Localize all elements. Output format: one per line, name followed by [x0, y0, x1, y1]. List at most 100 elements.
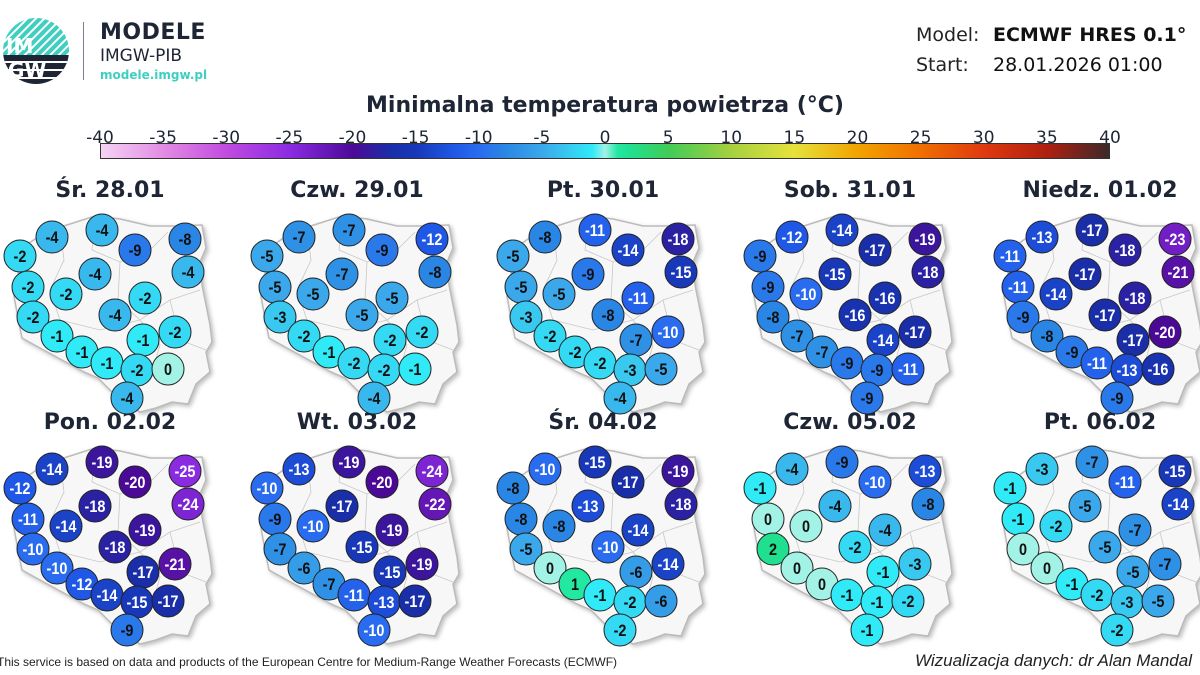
station-temperature: -18 — [668, 231, 689, 249]
station-temperature: -4 — [786, 461, 799, 479]
station-temperature: -12 — [782, 229, 803, 247]
station-marker: -5 — [504, 270, 538, 304]
station-marker: -7 — [1148, 547, 1182, 581]
map-date-title: Pt. 06.02 — [1043, 410, 1157, 435]
station-circle — [1006, 300, 1040, 334]
station-marker: -5 — [250, 239, 284, 273]
station-temperature: -8 — [179, 231, 192, 249]
station-temperature: -3 — [1036, 461, 1049, 479]
station-circle — [98, 530, 132, 564]
station-temperature: -11 — [1000, 248, 1020, 266]
station-marker: -4 — [818, 489, 852, 523]
station-circle — [1141, 352, 1175, 386]
station-marker: -7 — [263, 532, 297, 566]
station-marker: -22 — [418, 487, 452, 521]
station-temperature: -2 — [14, 248, 27, 266]
station-marker: -12 — [415, 222, 449, 256]
station-circle — [533, 551, 567, 585]
brand-url-link[interactable]: modele.imgw.pl — [100, 68, 208, 82]
station-circle — [168, 454, 202, 488]
station-marker: -4 — [78, 257, 112, 291]
station-circle — [1161, 255, 1195, 289]
start-value: 28.01.2026 01:00 — [993, 54, 1163, 76]
station-marker: -8 — [168, 222, 202, 256]
station-circle — [891, 352, 925, 386]
station-marker: -2 — [49, 277, 83, 311]
station-marker: -5 — [375, 281, 409, 315]
station-marker: -8 — [528, 220, 562, 254]
station-temperature: -5 — [1099, 539, 1112, 557]
station-circle — [858, 233, 892, 267]
station-circle — [16, 532, 50, 566]
station-marker: -2 — [128, 281, 162, 315]
station-temperature: -10 — [364, 622, 385, 640]
station-marker: -9 — [365, 233, 399, 267]
station-temperature: -13 — [915, 463, 936, 481]
station-marker: -1 — [860, 585, 894, 619]
station-marker: -2 — [373, 323, 407, 357]
station-circle — [743, 239, 777, 273]
station-marker: -7 — [325, 257, 359, 291]
station-temperature: -18 — [671, 496, 692, 514]
map-date-title: Śr. 04.02 — [548, 410, 658, 435]
station-temperature: -7 — [343, 222, 356, 240]
station-marker: -7 — [312, 567, 346, 601]
station-temperature: -5 — [1152, 593, 1165, 611]
station-temperature: -2 — [139, 290, 152, 308]
station-temperature: -4 — [879, 522, 892, 540]
station-marker: -20 — [1148, 315, 1182, 349]
station-marker: -10 — [357, 613, 391, 647]
station-circle — [908, 222, 942, 256]
station-temperature: -9 — [762, 279, 775, 297]
station-circle — [1075, 445, 1109, 479]
station-marker: -13 — [571, 489, 605, 523]
station-marker: 0 — [780, 551, 814, 585]
station-marker: -1 — [398, 352, 432, 386]
station-marker: 0 — [1030, 551, 1064, 585]
imgw-logo: IM GW — [3, 18, 69, 84]
station-temperature: -21 — [1168, 264, 1189, 282]
station-marker: -14 — [35, 452, 69, 486]
map-date-title: Niedz. 01.02 — [1022, 178, 1178, 203]
station-temperature: -2 — [298, 328, 311, 346]
station-marker: -1 — [583, 578, 617, 612]
station-temperature: -8 — [767, 309, 780, 327]
station-circle — [578, 213, 612, 247]
station-marker: -5 — [345, 298, 379, 332]
station-circle — [1141, 584, 1175, 618]
station-temperature: -1 — [51, 328, 64, 346]
poland-map: -4 -4 -9 -8 -2 -4 -4 -2 -2 -2 -2 -4 -1 -1 -2 -1 -1 -2 0 -4 — [3, 213, 213, 415]
station-circle — [542, 277, 576, 311]
station-circle — [651, 315, 685, 349]
station-temperature: -2 — [384, 332, 397, 350]
station-marker: -8 — [591, 298, 625, 332]
station-circle — [282, 452, 316, 486]
station-marker: -1 — [90, 346, 124, 380]
station-temperature: -17 — [405, 593, 426, 611]
station-marker: -11 — [578, 213, 612, 247]
station-temperature: -20 — [125, 474, 146, 492]
station-marker: -9 — [110, 613, 144, 647]
station-temperature: -1 — [754, 480, 767, 498]
station-circle — [345, 530, 379, 564]
station-circle — [825, 213, 859, 247]
station-temperature: -24 — [422, 463, 443, 481]
station-marker: -17 — [611, 465, 645, 499]
station-marker: -17 — [325, 489, 359, 523]
station-temperature: 0 — [793, 560, 801, 578]
station-circle — [250, 239, 284, 273]
station-circle — [1118, 513, 1152, 547]
station-temperature: -8 — [602, 307, 615, 325]
region-border — [59, 551, 161, 613]
station-temperature: -4 — [109, 307, 122, 325]
poland-map: -13 -19-20-24-10-17 -22-9 -10 -19-7 -15-6 -15-… — [250, 445, 460, 647]
station-marker: -1 — [65, 335, 99, 369]
station-marker: -12 — [65, 567, 99, 601]
station-temperature: -9 — [1111, 390, 1124, 408]
station-circle — [1030, 551, 1064, 585]
station-marker: -13 — [908, 454, 942, 488]
station-temperature: -17 — [865, 242, 886, 260]
station-temperature: -17 — [332, 498, 353, 516]
station-marker: -19 — [908, 222, 942, 256]
station-temperature: -17 — [133, 564, 154, 582]
